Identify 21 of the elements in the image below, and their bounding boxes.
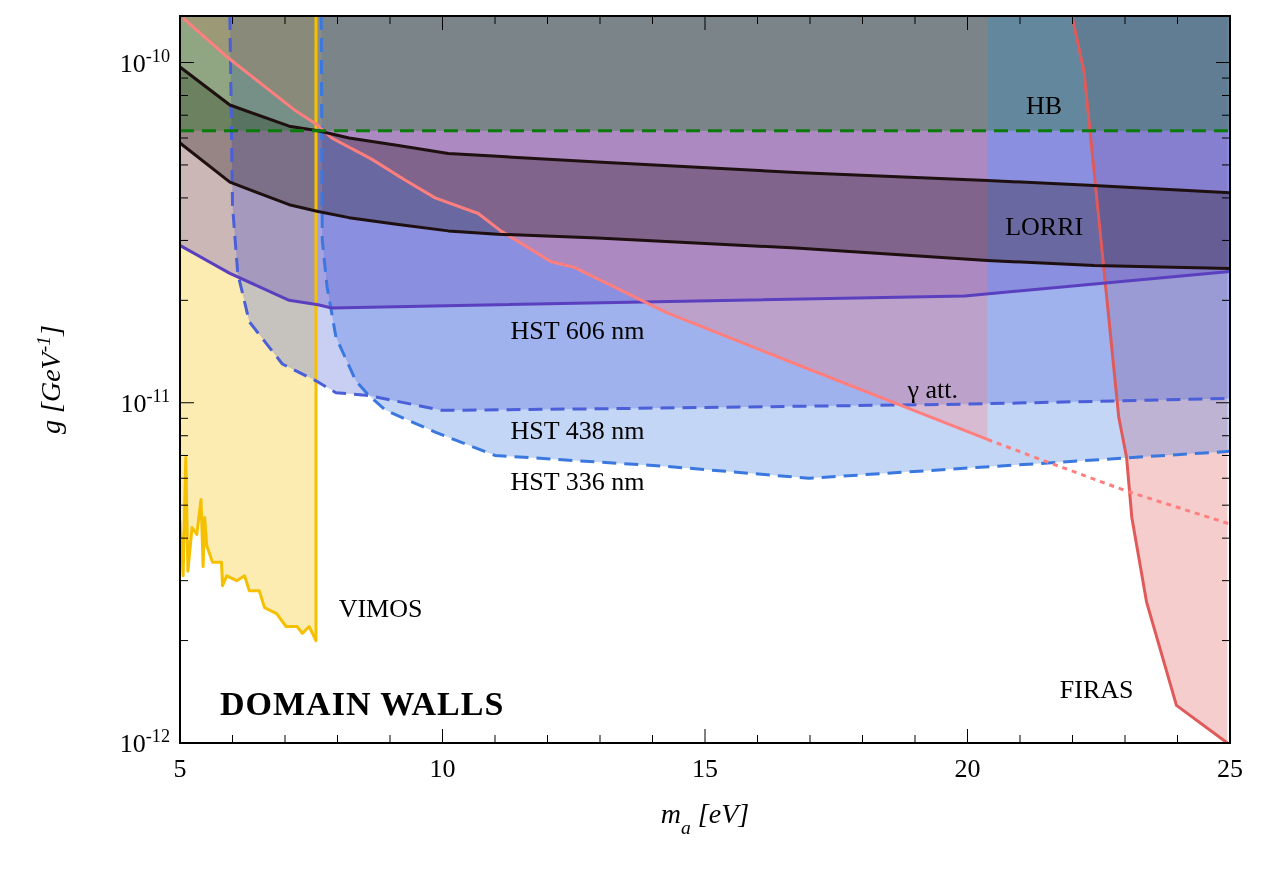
series-label: HST 606 nm	[510, 315, 645, 345]
x-tick-label: 5	[173, 754, 187, 783]
line-series	[180, 243, 1230, 310]
x-tick-label: 25	[1217, 754, 1243, 783]
series-label: FIRAS	[1059, 675, 1134, 705]
series-label: HB	[1026, 91, 1063, 121]
series-label: γ att.	[906, 374, 959, 404]
series-label: HST 438 nm	[510, 416, 645, 446]
x-tick-label: 10	[429, 754, 456, 783]
series-label: LORRI	[1005, 212, 1084, 242]
y-tick-label: 10$^{-10}$	[119, 45, 170, 78]
x-axis-title: m$_{a}$ [eV]	[660, 798, 750, 838]
y-tick-label: 10$^{-12}$	[119, 726, 170, 759]
line-series	[180, 141, 1230, 271]
x-tick-label: 15	[692, 754, 718, 783]
line-series	[180, 65, 1230, 195]
annotation: DOMAIN WALLS	[220, 685, 505, 722]
y-tick-label: 10$^{-11}$	[120, 385, 170, 418]
series-label: VIMOS	[338, 593, 423, 623]
series-label: HST 336 nm	[510, 466, 645, 496]
x-tick-label: 20	[954, 754, 981, 783]
